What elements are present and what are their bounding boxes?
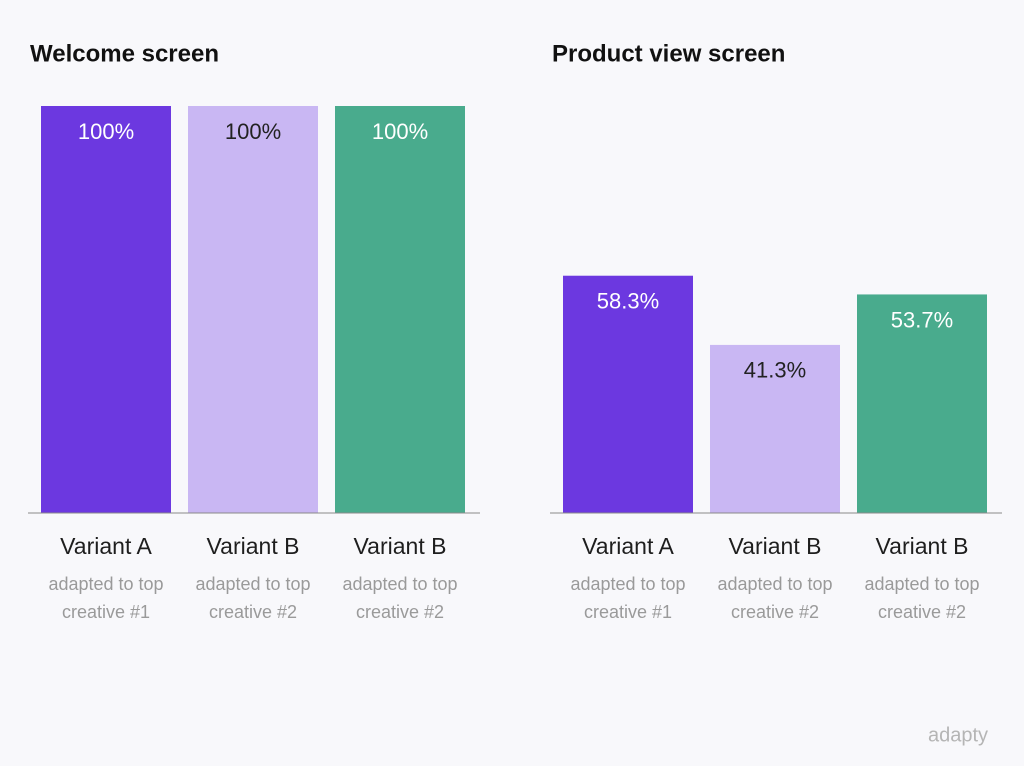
value-label: 100% (372, 119, 428, 144)
category-label: Variant B (353, 533, 447, 559)
category-label: Variant A (582, 533, 674, 559)
value-label: 58.3% (597, 289, 659, 314)
bar (188, 106, 318, 513)
value-label: 41.3% (744, 358, 806, 383)
value-label: 100% (78, 119, 134, 144)
category-label: Variant A (60, 533, 152, 559)
category-description: adapted to top creative #1 (570, 574, 686, 622)
bar (563, 275, 693, 513)
bar (857, 294, 987, 513)
bar (41, 106, 171, 513)
category-description: adapted to top creative #2 (864, 574, 980, 622)
category-description: adapted to top creative #1 (48, 574, 164, 622)
value-label: 53.7% (891, 307, 953, 332)
category-label: Variant B (206, 533, 300, 559)
category-label: Variant B (728, 533, 822, 559)
bar (335, 106, 465, 513)
category-description: adapted to top creative #2 (717, 574, 833, 622)
category-label: Variant B (875, 533, 969, 559)
chart-title: Product view screen (552, 40, 785, 67)
value-label: 100% (225, 119, 281, 144)
category-description: adapted to top creative #2 (195, 574, 311, 622)
category-description: adapted to top creative #2 (342, 574, 458, 622)
bar (710, 344, 840, 513)
chart-title: Welcome screen (30, 40, 219, 67)
brand-logo: adapty (928, 724, 988, 746)
